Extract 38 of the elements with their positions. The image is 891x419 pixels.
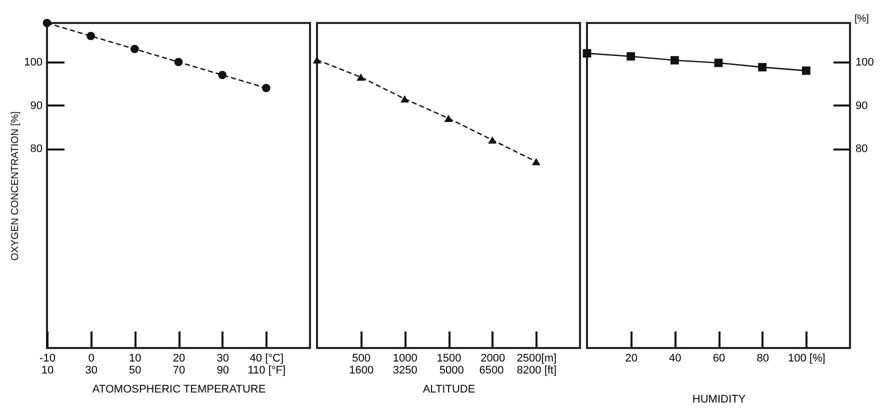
y-tick-label: 80 — [30, 143, 42, 156]
x2-tick-label: 6500 — [479, 364, 504, 376]
x-axis-title: ATOMOSPHERIC TEMPERATURE — [92, 384, 266, 396]
x-tick-label: 0 — [88, 352, 94, 364]
x-tick-label: 2000 — [480, 352, 506, 364]
x2-tick-label: 10 — [41, 364, 54, 376]
x-tick-label: 10 — [129, 352, 142, 364]
x2-tick-label: 70 — [172, 364, 186, 376]
x-tick-label: 500 — [352, 352, 371, 364]
x-tick-label: 60 — [712, 352, 726, 364]
x-tick-label: 40 [°C] — [250, 352, 284, 364]
x2-tick-label: 90 — [216, 364, 229, 376]
x2-tick-label: 1600 — [349, 364, 374, 376]
y2-axis-title: [%] — [854, 14, 870, 24]
y2-tick-label: 100 — [856, 56, 874, 68]
x-tick-label: 20 — [625, 352, 638, 364]
x-tick-label: 20 — [172, 352, 186, 364]
x2-tick-label: 8200 [ft] — [516, 364, 557, 376]
x-tick-label: 80 — [756, 352, 769, 364]
x2-tick-label: 110 [°F] — [248, 364, 286, 376]
x-tick-label: 30 — [216, 352, 229, 364]
x2-tick-label: 50 — [129, 364, 142, 376]
x-tick-label: 1000 — [392, 352, 418, 364]
y-tick-label: 100 — [24, 56, 42, 68]
x-tick-label: 1500 — [436, 352, 462, 364]
x-tick-label: -10 — [40, 352, 56, 364]
x-tick-label: 2500[m] — [516, 352, 557, 364]
x-axis-title: HUMIDITY — [692, 394, 746, 406]
x-tick-label: 100 [%] — [788, 352, 826, 364]
x2-tick-label: 30 — [85, 364, 98, 376]
x-axis-title: ALTITUDE — [422, 384, 476, 396]
y-tick-label: 90 — [30, 100, 42, 112]
y2-tick-label: 90 — [856, 100, 868, 112]
x2-tick-label: 5000 — [439, 364, 464, 376]
y-axis-title: OXYGEN CONCENTRATION [%] — [10, 111, 22, 261]
x2-tick-label: 3250 — [392, 364, 418, 376]
y2-tick-label: 80 — [856, 143, 868, 156]
x-tick-label: 40 — [669, 352, 682, 364]
